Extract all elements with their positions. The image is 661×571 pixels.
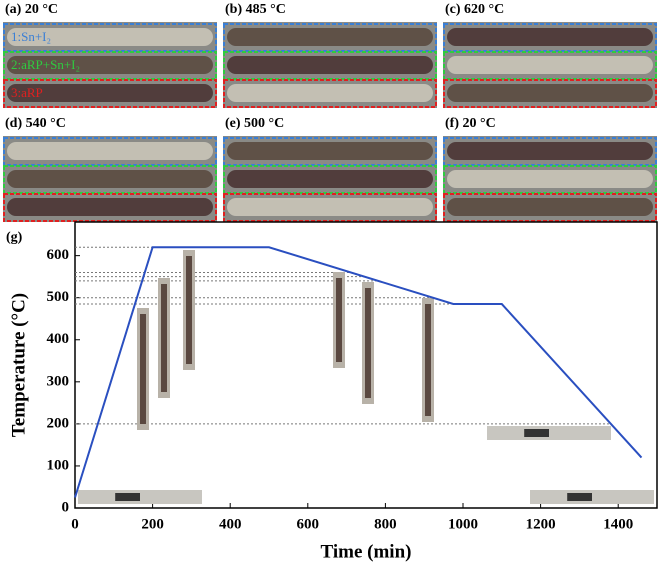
tube-content — [140, 314, 146, 424]
y-axis-label: Temperature (°C) — [8, 293, 29, 437]
tube — [7, 142, 213, 160]
tube-box — [223, 79, 437, 108]
plot-frame — [74, 221, 658, 509]
tube — [227, 56, 433, 74]
tube-content — [115, 493, 140, 501]
y-tick-label: 100 — [47, 457, 70, 473]
panel-label: (c) 620 °C — [445, 2, 504, 17]
panel-label: (f) 20 °C — [445, 116, 496, 131]
tube-box — [3, 79, 217, 108]
temperature-line — [74, 246, 643, 498]
panel-label: (b) 485 °C — [225, 2, 286, 17]
panel-label: (e) 500 °C — [225, 116, 284, 131]
panel-label: (d) 540 °C — [5, 116, 66, 131]
tube-box — [443, 79, 657, 108]
tube — [447, 198, 653, 216]
x-axis-label: Time (min) — [321, 541, 412, 562]
tube — [7, 170, 213, 188]
tube — [447, 28, 653, 46]
y-tick-label: 500 — [47, 289, 70, 305]
tube-box — [223, 193, 437, 222]
tube — [447, 170, 653, 188]
tube-content — [365, 288, 371, 398]
tube — [227, 198, 433, 216]
tube — [227, 28, 433, 46]
tube — [7, 84, 213, 102]
tube-content — [425, 304, 431, 416]
tube — [227, 170, 433, 188]
x-tick-label: 0 — [71, 516, 79, 532]
tube-content — [186, 256, 192, 364]
tube-label: 3:aRP — [11, 85, 43, 100]
tube — [227, 142, 433, 160]
tube — [7, 56, 213, 74]
x-tick-label: 200 — [141, 516, 164, 532]
tube — [7, 28, 213, 46]
tube-content — [524, 429, 549, 437]
x-tick-label: 1200 — [526, 516, 556, 532]
tube-content — [567, 493, 592, 501]
tube-label: 2:aRP+Sn+I₂ — [11, 57, 80, 72]
tube — [447, 84, 653, 102]
tube-content — [161, 284, 167, 392]
y-tick-label: 600 — [47, 247, 70, 263]
panel-label: (a) 20 °C — [5, 2, 58, 17]
x-tick-label: 1400 — [603, 516, 633, 532]
tube-content — [336, 278, 342, 362]
y-tick-label: 300 — [47, 373, 70, 389]
tube-box — [443, 193, 657, 222]
x-tick-label: 800 — [374, 516, 397, 532]
tube-label: 1:Sn+I₂ — [11, 29, 51, 44]
y-tick-label: 200 — [47, 415, 70, 431]
x-tick-label: 600 — [297, 516, 320, 532]
panel-label: (g) — [6, 230, 23, 245]
x-tick-label: 400 — [219, 516, 242, 532]
tube — [447, 56, 653, 74]
tube — [227, 84, 433, 102]
x-tick-label: 1000 — [448, 516, 478, 532]
tube — [447, 142, 653, 160]
y-tick-label: 400 — [47, 331, 70, 347]
tube — [7, 198, 213, 216]
tube-box — [3, 193, 217, 222]
y-tick-label: 0 — [62, 499, 70, 515]
